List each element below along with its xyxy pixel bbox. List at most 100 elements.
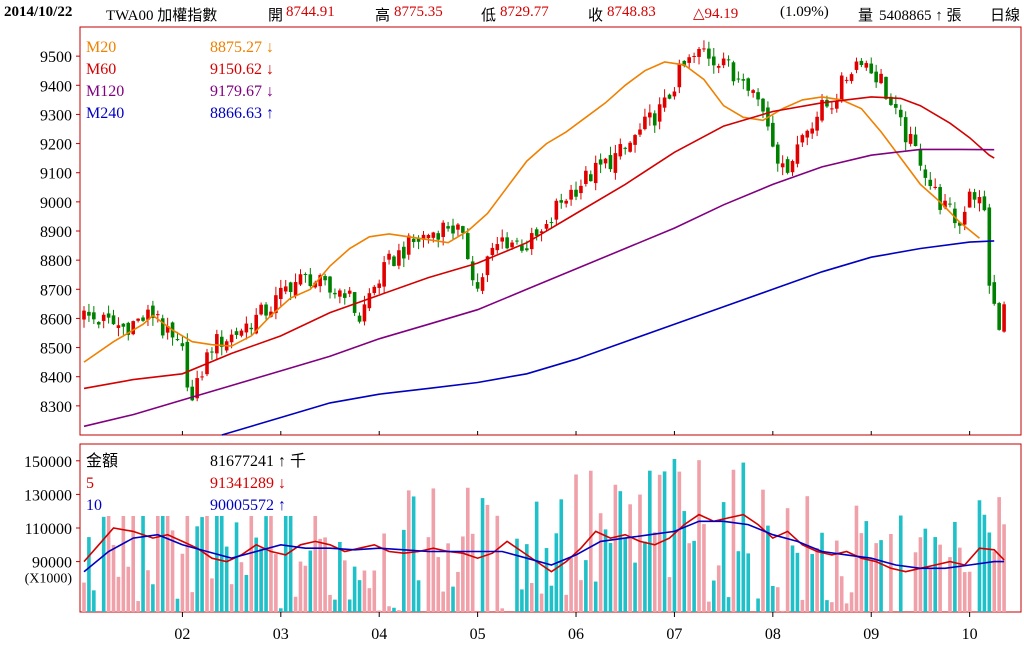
volume-bar: [869, 558, 874, 612]
candle-body: [903, 117, 908, 143]
volume-bar: [495, 515, 500, 612]
candle-body: [672, 91, 677, 97]
candle-body: [151, 305, 155, 318]
candle-body: [894, 104, 898, 108]
volume-bar: [175, 598, 180, 612]
volume-bar: [736, 551, 741, 612]
candle-body: [259, 304, 263, 315]
volume-bar: [485, 504, 490, 612]
candle-body: [667, 94, 672, 99]
x-tick-label: 07: [666, 626, 682, 643]
candle-body: [697, 48, 701, 57]
volume-bar: [308, 550, 313, 612]
candle-body: [539, 231, 544, 233]
candle-body: [82, 310, 86, 320]
candle-body: [382, 262, 386, 287]
candle-body: [633, 135, 637, 145]
candle-body: [377, 283, 382, 288]
candle-body: [839, 75, 844, 102]
candle-body: [515, 240, 519, 242]
price-legend-value: 9179.67 ↓: [210, 83, 274, 100]
candle-body: [559, 200, 564, 203]
volume-bar: [711, 580, 716, 612]
price-y-tick-label: 9500: [40, 49, 72, 66]
volume-bar: [377, 610, 382, 612]
candle-body: [333, 292, 337, 295]
candle-body: [913, 134, 918, 147]
volume-bar: [185, 511, 190, 612]
candle-body: [820, 99, 824, 121]
volume-bar: [382, 533, 386, 612]
volume-bar: [879, 540, 883, 612]
quote-symbol: TWA00 加權指數: [106, 8, 218, 24]
candle-body: [628, 142, 632, 152]
open-value: 8744.91: [286, 4, 335, 20]
volume-bar: [775, 587, 780, 612]
candle-body: [800, 135, 805, 143]
candle-body: [613, 153, 618, 173]
volume-bar: [470, 533, 475, 612]
volume-bar: [111, 544, 116, 612]
volume-bar: [323, 537, 327, 612]
candle-body: [810, 128, 814, 134]
volume-bar: [82, 582, 86, 612]
volume-bar: [844, 603, 849, 612]
volume-bar: [716, 565, 721, 612]
candle-body: [160, 318, 165, 336]
candle-body: [274, 295, 278, 314]
candle-body: [465, 233, 470, 260]
volume-bar: [544, 548, 549, 612]
open-label: 開: [268, 8, 284, 24]
volume-bar: [805, 496, 810, 612]
candle-body: [982, 196, 987, 211]
volume-bar: [318, 538, 322, 612]
candle-body: [406, 235, 411, 255]
price-y-tick-label: 8700: [40, 282, 72, 299]
candle-body: [879, 73, 883, 84]
candle-body: [387, 253, 391, 260]
volume-bar: [810, 554, 814, 612]
x-tick-label: 09: [863, 626, 879, 643]
candle-body: [584, 170, 588, 184]
candle-body: [918, 149, 923, 166]
candle-body: [795, 144, 800, 164]
candle-body: [662, 97, 667, 108]
volume-bar: [554, 533, 559, 612]
volume-bar: [224, 546, 229, 612]
candle-body: [456, 224, 460, 230]
volume-bar: [298, 561, 303, 612]
change-percent: (1.09%): [780, 4, 829, 20]
volume-bar: [456, 571, 460, 612]
volume-legend-value: 90005572 ↑: [210, 497, 286, 514]
volume-bar: [967, 571, 972, 612]
x-tick-label: 05: [470, 626, 486, 643]
high-label: 高: [375, 8, 391, 24]
price-y-tick-label: 9100: [40, 166, 72, 183]
volume-bar: [766, 525, 770, 612]
price-legend-name: M240: [86, 105, 124, 122]
candle-body: [692, 55, 696, 57]
candle-body: [411, 238, 416, 243]
volume-bar: [584, 560, 588, 612]
volume-bar: [367, 588, 372, 612]
candle-body: [520, 245, 524, 251]
volume-bar: [357, 580, 362, 612]
volume-bar: [721, 502, 726, 612]
volume-bar: [928, 568, 933, 612]
volume-bar: [692, 540, 696, 612]
candle-body: [741, 79, 746, 81]
volume-bar: [131, 504, 136, 612]
volume-bar: [264, 516, 268, 612]
candle-body: [318, 275, 322, 287]
volume-bar: [800, 599, 805, 612]
price-y-tick-label: 9000: [40, 195, 72, 212]
candle-body: [830, 108, 834, 110]
volume-bar: [820, 532, 824, 612]
candle-body: [200, 376, 204, 378]
candle-body: [618, 144, 623, 157]
volume-legend-value: 91341289 ↓: [210, 475, 286, 492]
candle-body: [470, 261, 475, 281]
volume-bar: [677, 471, 682, 612]
volume-bar: [593, 581, 598, 612]
volume-bar: [239, 562, 244, 612]
